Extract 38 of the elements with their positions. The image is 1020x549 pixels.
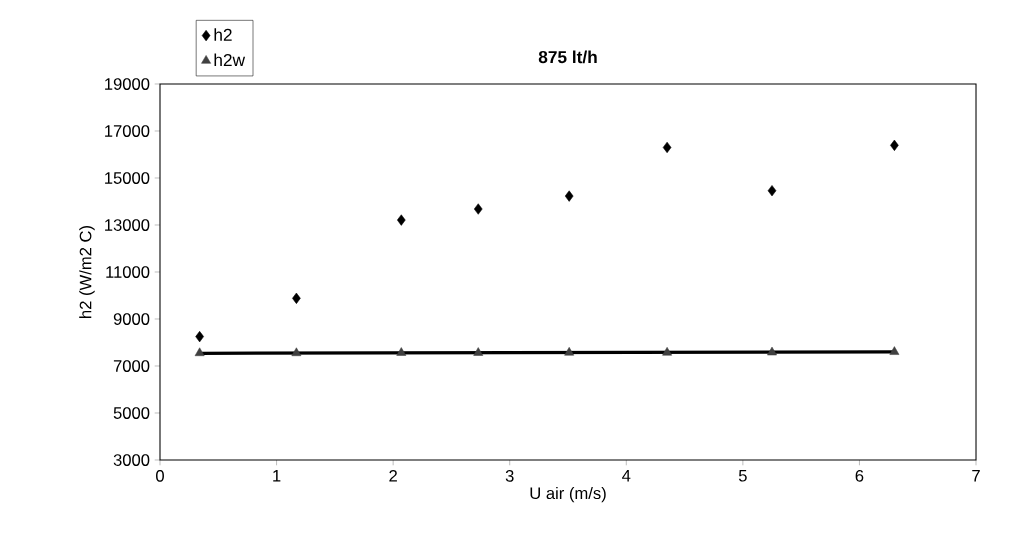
y-tick-label: 3000 [113, 454, 150, 466]
point [292, 292, 301, 304]
x-tick-label: 1 [273, 470, 281, 482]
legend-label: h2w [214, 53, 246, 66]
x-axis-title: U air (m/s) [530, 486, 606, 503]
point [564, 190, 574, 202]
y-axis-title: h2 (W/m2 C) [79, 226, 95, 318]
y-tick-label: 13000 [105, 219, 150, 231]
x-tick-label: 2 [389, 470, 397, 482]
x-tick-label: 4 [622, 470, 631, 482]
point [767, 185, 777, 197]
point [662, 141, 672, 154]
point [396, 347, 407, 356]
point [194, 347, 205, 356]
point [473, 347, 484, 356]
point [564, 347, 575, 356]
x-tick-label: 0 [156, 470, 164, 482]
point [890, 139, 899, 151]
point [397, 214, 406, 226]
y-tick-label: 7000 [113, 360, 150, 372]
point [889, 346, 900, 355]
x-tick-label: 6 [855, 470, 864, 482]
y-tick-label: 15000 [105, 172, 150, 184]
y-tick-label: 19000 [105, 78, 150, 90]
y-tick-label: 9000 [113, 313, 150, 325]
x-tick-label: 3 [505, 470, 514, 482]
chart-title: 875 lt/h [538, 50, 597, 64]
legend-label: h2 [214, 28, 232, 41]
y-tick-label: 5000 [113, 407, 150, 419]
point [662, 347, 672, 356]
x-tick-label: 5 [738, 470, 747, 482]
y-tick-label: 11000 [106, 266, 150, 278]
point [195, 331, 204, 343]
point [291, 347, 302, 356]
point [767, 346, 777, 356]
x-tick-label: 7 [972, 470, 980, 482]
point [473, 203, 483, 215]
y-tick-label: 17000 [105, 125, 150, 137]
